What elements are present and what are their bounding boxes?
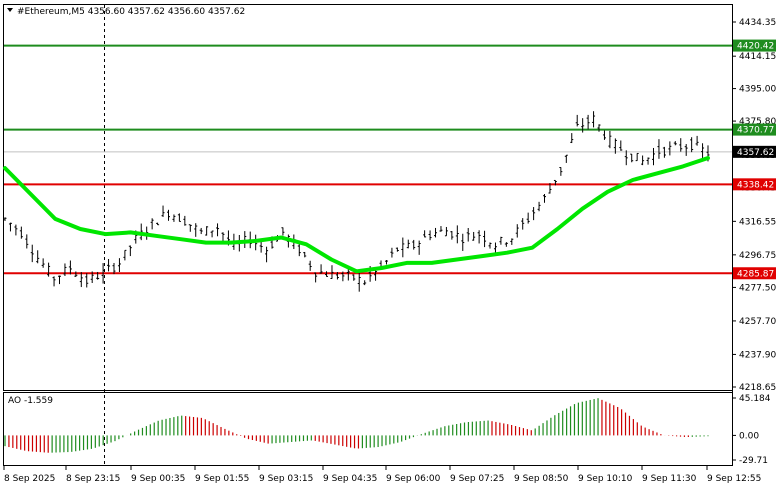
time-label: 9 Sep 10:10 <box>578 474 633 484</box>
ao-tick-label: -29.71 <box>739 456 768 466</box>
price-tick-label: 4375.80 <box>739 117 776 127</box>
time-label: 9 Sep 01:55 <box>195 474 249 484</box>
moving-average-line[interactable] <box>3 156 710 274</box>
time-label: 9 Sep 08:50 <box>514 474 569 484</box>
time-label: 9 Sep 04:35 <box>323 474 377 484</box>
ao-tick-label: 0.00 <box>739 431 759 441</box>
time-label: 9 Sep 12:55 <box>707 474 761 484</box>
resistance-lower-tag-label: 4370.77 <box>737 126 774 136</box>
support-upper-tag-label: 4338.42 <box>737 180 774 190</box>
time-label: 9 Sep 06:00 <box>386 474 441 484</box>
price-tick-label: 4218.65 <box>739 383 776 393</box>
time-label: 8 Sep 23:15 <box>66 474 120 484</box>
resistance-upper-tag-label: 4420.42 <box>737 42 774 52</box>
time-label: 9 Sep 11:30 <box>642 474 697 484</box>
current-price-tag <box>733 145 776 158</box>
support-lower-tag <box>733 267 776 280</box>
resistance-upper-tag <box>733 39 776 52</box>
support-lower-tag-label: 4285.87 <box>737 269 774 279</box>
triangle-down-icon[interactable] <box>7 8 13 12</box>
resistance-lower-tag <box>733 123 776 136</box>
price-tick-label: 4296.75 <box>739 251 776 261</box>
time-label: 9 Sep 03:15 <box>259 474 313 484</box>
ao-tick-label: 45.184 <box>739 394 771 404</box>
ao-panel-frame <box>3 392 733 466</box>
main-chart-frame <box>3 4 733 391</box>
price-tick-label: 4316.55 <box>739 217 776 227</box>
current-price-tag-label: 4357.62 <box>737 148 774 158</box>
price-tick-label: 4257.70 <box>739 317 776 327</box>
ao-title: AO -1.559 <box>8 396 53 406</box>
support-upper-tag <box>733 178 776 191</box>
time-label: 8 Sep 2025 <box>4 474 55 484</box>
time-label: 9 Sep 07:25 <box>450 474 504 484</box>
price-tick-label: 4395.00 <box>739 85 776 95</box>
price-tick-label: 4414.15 <box>739 52 776 62</box>
price-tick-label: 4277.50 <box>739 283 776 293</box>
price-tick-label: 4237.90 <box>739 350 776 360</box>
price-tick-label: 4434.35 <box>739 18 776 28</box>
time-label: 9 Sep 00:35 <box>131 474 185 484</box>
symbol-info: #Ethereum,M5 4356.60 4357.62 4356.60 435… <box>17 7 245 17</box>
